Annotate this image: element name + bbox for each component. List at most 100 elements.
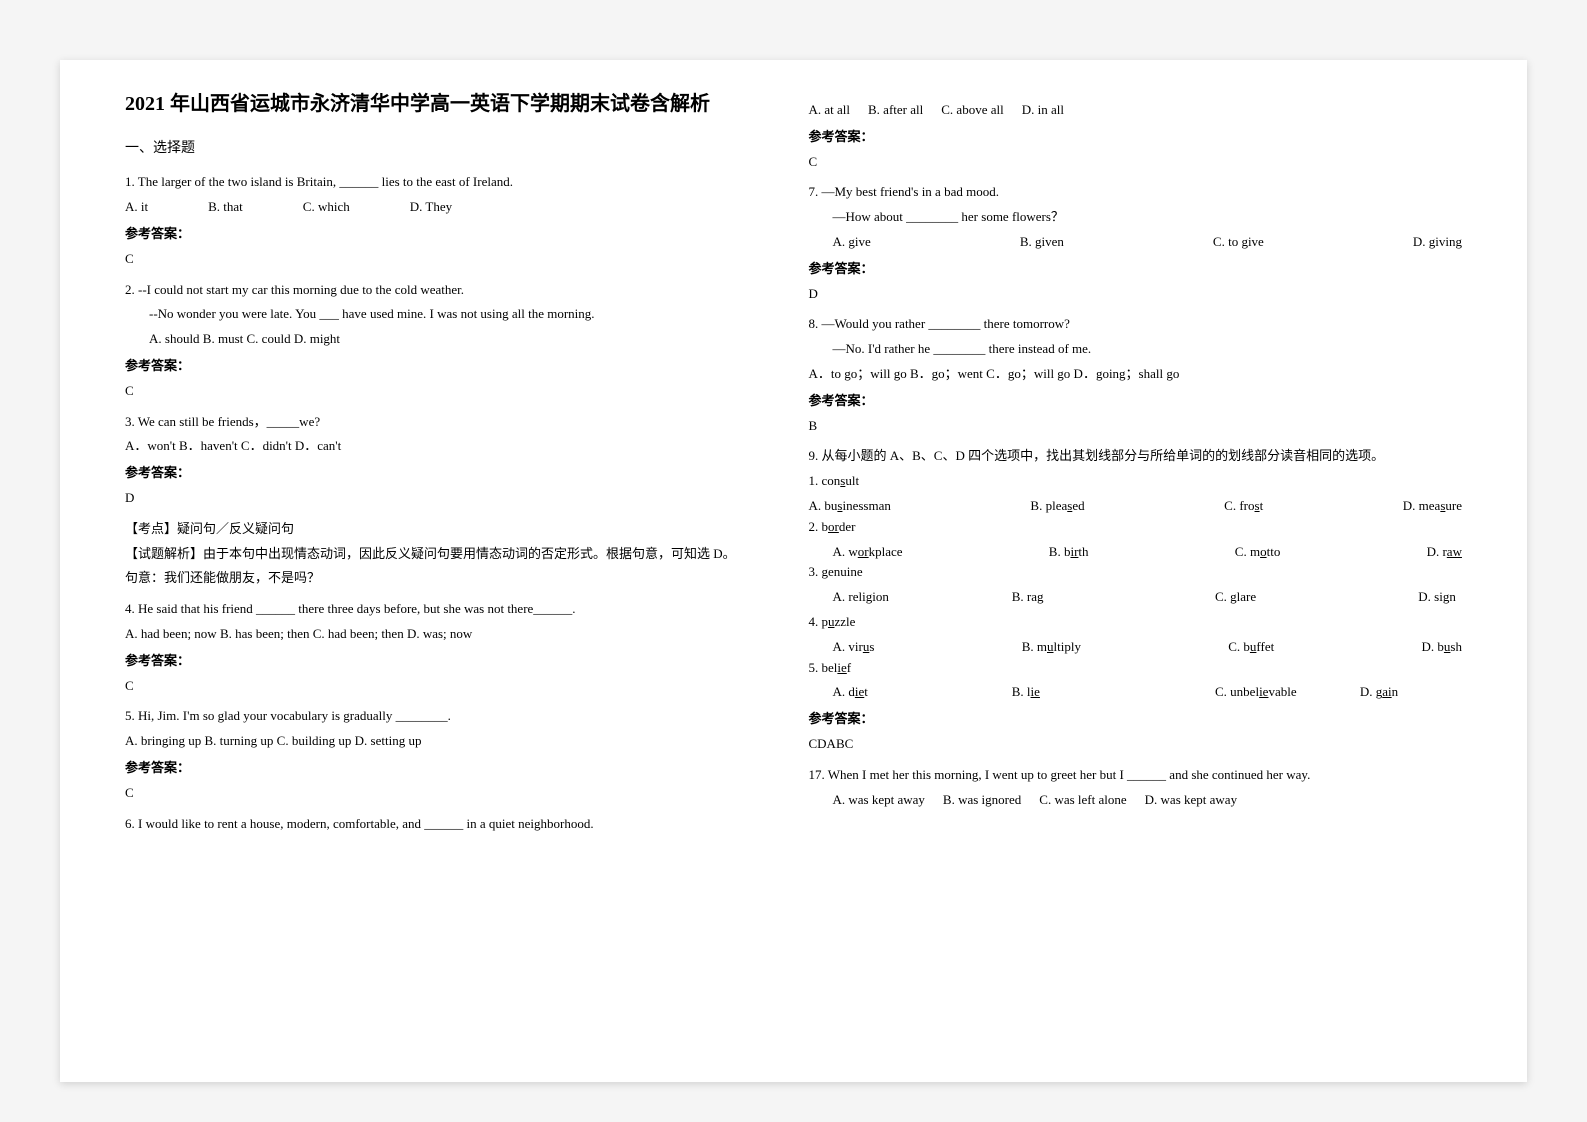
q9-answer: CDABC [809, 734, 1463, 755]
q9-i1-a: A. businessman [809, 496, 891, 517]
answer-label: 参考答案： [125, 758, 779, 779]
q7-opt-c: C. to give [1213, 232, 1264, 253]
q9-item5: 5. belief [809, 658, 1463, 679]
question-1: 1. The larger of the two island is Brita… [125, 172, 779, 269]
q2-answer: C [125, 381, 779, 402]
answer-label: 参考答案： [809, 391, 1463, 412]
q9-i3-a: A. religion [809, 587, 1009, 608]
q9-i3-d: D. sign [1418, 589, 1456, 604]
q9-i2-c: C. motto [1235, 542, 1281, 563]
q9-i2-a: A. workplace [833, 542, 903, 563]
question-9: 9. 从每小题的 A、B、C、D 四个选项中，找出其划线部分与所给单词的的划线部… [809, 446, 1463, 754]
q7-answer: D [809, 284, 1463, 305]
q9-item1: 1. consult [809, 471, 1463, 492]
q17-options: A. was kept away B. was ignored C. was l… [809, 790, 1463, 811]
q6-answer: C [809, 152, 1463, 173]
question-6-cont: A. at all B. after all C. above all D. i… [809, 100, 1463, 172]
q9-i5-d: D. gain [1360, 684, 1398, 699]
answer-label: 参考答案： [125, 463, 779, 484]
q9-stem: 9. 从每小题的 A、B、C、D 四个选项中，找出其划线部分与所给单词的的划线部… [809, 446, 1463, 467]
column-right: A. at all B. after all C. above all D. i… [794, 90, 1478, 1052]
q6-opt-a: A. at all [809, 100, 851, 121]
q9-item3-options: A. religion B. rag C. glare D. sign [809, 587, 1463, 608]
q9-i1-d: D. measure [1403, 496, 1462, 517]
q6-options: A. at all B. after all C. above all D. i… [809, 100, 1463, 121]
q9-i5-b: B. lie [1012, 682, 1212, 703]
answer-label: 参考答案： [809, 259, 1463, 280]
q2-options: A. should B. must C. could D. might [125, 329, 779, 350]
answer-label: 参考答案： [125, 224, 779, 245]
q17-opt-b: B. was ignored [943, 790, 1021, 811]
q6-opt-c: C. above all [941, 100, 1003, 121]
q5-answer: C [125, 783, 779, 804]
question-8: 8. —Would you rather ________ there tomo… [809, 314, 1463, 436]
q7-opt-b: B. given [1020, 232, 1064, 253]
document-title: 2021 年山西省运城市永济清华中学高一英语下学期期末试卷含解析 [125, 90, 779, 118]
q3-note2: 【试题解析】由于本句中出现情态动词，因此反义疑问句要用情态动词的否定形式。根据句… [125, 544, 779, 565]
q9-i3-c: C. glare [1215, 587, 1415, 608]
q17-stem: 17. When I met her this morning, I went … [809, 765, 1463, 786]
section-heading: 一、选择题 [125, 138, 779, 160]
q9-item2-options: A. workplace B. birth C. motto D. raw [809, 542, 1463, 563]
answer-label: 参考答案： [809, 709, 1463, 730]
q3-note3: 句意：我们还能做朋友，不是吗？ [125, 568, 779, 589]
q2-line2: --No wonder you were late. You ___ have … [125, 304, 779, 325]
q7-opt-d: D. giving [1413, 232, 1462, 253]
q7-options: A. give B. given C. to give D. giving [809, 232, 1463, 253]
question-6: 6. I would like to rent a house, modern,… [125, 814, 779, 835]
q9-item4: 4. puzzle [809, 612, 1463, 633]
question-4: 4. He said that his friend ______ there … [125, 599, 779, 696]
exam-page: 2021 年山西省运城市永济清华中学高一英语下学期期末试卷含解析 一、选择题 1… [60, 60, 1527, 1082]
q6-opt-b: B. after all [868, 100, 923, 121]
q9-i2-d: D. raw [1427, 542, 1462, 563]
question-2: 2. --I could not start my car this morni… [125, 280, 779, 402]
q1-options: A. it B. that C. which D. They [125, 197, 779, 218]
q7-line2: —How about ________ her some flowers？ [809, 207, 1463, 228]
q1-stem: 1. The larger of the two island is Brita… [125, 172, 779, 193]
q1-answer: C [125, 249, 779, 270]
q8-line2: —No. I'd rather he ________ there instea… [809, 339, 1463, 360]
q3-answer: D [125, 488, 779, 509]
q9-item3: 3. genuine [809, 562, 1463, 583]
q9-item5-options: A. diet B. lie C. unbelievable D. gain [809, 682, 1463, 703]
question-5: 5. Hi, Jim. I'm so glad your vocabulary … [125, 706, 779, 803]
q9-item1-options: A. businessman B. pleased C. frost D. me… [809, 496, 1463, 517]
q17-opt-c: C. was left alone [1039, 790, 1126, 811]
q9-i1-b: B. pleased [1030, 496, 1084, 517]
q1-opt-d: D. They [410, 197, 452, 218]
q9-i4-d: D. bush [1422, 637, 1462, 658]
question-7: 7. —My best friend's in a bad mood. —How… [809, 182, 1463, 304]
column-left: 2021 年山西省运城市永济清华中学高一英语下学期期末试卷含解析 一、选择题 1… [110, 90, 794, 1052]
q9-i1-c: C. frost [1224, 496, 1263, 517]
q17-opt-d: D. was kept away [1145, 790, 1237, 811]
q17-opt-a: A. was kept away [833, 790, 925, 811]
q2-line1: 2. --I could not start my car this morni… [125, 280, 779, 301]
q9-item4-options: A. virus B. multiply C. buffet D. bush [809, 637, 1463, 658]
q9-i3-b: B. rag [1012, 587, 1212, 608]
q9-i5-a: A. diet [809, 682, 1009, 703]
q8-answer: B [809, 416, 1463, 437]
question-17: 17. When I met her this morning, I went … [809, 765, 1463, 811]
q7-line1: 7. —My best friend's in a bad mood. [809, 182, 1463, 203]
answer-label: 参考答案： [125, 651, 779, 672]
q1-opt-b: B. that [208, 197, 243, 218]
answer-label: 参考答案： [809, 127, 1463, 148]
q9-i2-b: B. birth [1049, 542, 1089, 563]
q8-options: A．to go；will go B．go；went C．go；will go D… [809, 364, 1463, 385]
q6-opt-d: D. in all [1022, 100, 1064, 121]
q6-stem: 6. I would like to rent a house, modern,… [125, 814, 779, 835]
q9-i4-c: C. buffet [1228, 637, 1274, 658]
q5-stem: 5. Hi, Jim. I'm so glad your vocabulary … [125, 706, 779, 727]
question-3: 3. We can still be friends，_____we? A．wo… [125, 412, 779, 590]
q4-answer: C [125, 676, 779, 697]
q3-options: A．won't B．haven't C．didn't D．can't [125, 436, 779, 457]
answer-label: 参考答案： [125, 356, 779, 377]
q1-opt-a: A. it [125, 197, 148, 218]
q3-note1: 【考点】疑问句／反义疑问句 [125, 519, 779, 540]
q5-options: A. bringing up B. turning up C. building… [125, 731, 779, 752]
q3-stem: 3. We can still be friends，_____we? [125, 412, 779, 433]
q9-i4-b: B. multiply [1022, 637, 1081, 658]
q9-i5-c: C. unbelievable [1215, 684, 1297, 699]
q8-line1: 8. —Would you rather ________ there tomo… [809, 314, 1463, 335]
q4-stem: 4. He said that his friend ______ there … [125, 599, 779, 620]
